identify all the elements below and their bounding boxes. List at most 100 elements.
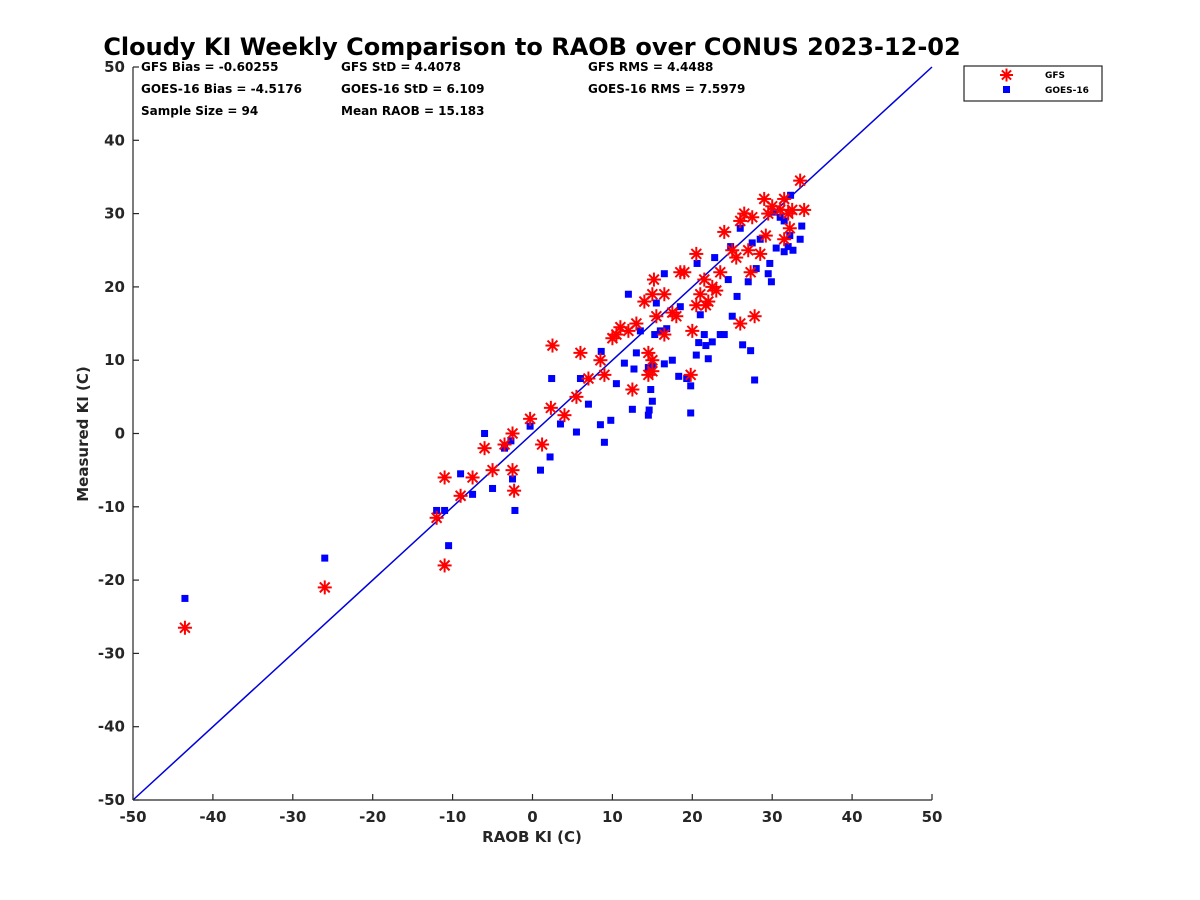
goes16-point bbox=[796, 235, 804, 243]
gfs-point bbox=[657, 287, 672, 302]
goes16-point bbox=[736, 224, 744, 232]
goes16-point bbox=[596, 421, 604, 429]
gfs-point bbox=[743, 265, 758, 280]
goes16-point bbox=[696, 311, 704, 319]
gfs-point bbox=[747, 309, 762, 324]
gfs-point bbox=[597, 367, 612, 382]
goes16-point bbox=[716, 331, 724, 339]
legend-goes-marker bbox=[1003, 86, 1010, 93]
gfs-point bbox=[793, 173, 808, 188]
goes16-point bbox=[469, 490, 477, 498]
gfs-point bbox=[677, 265, 692, 280]
gfs-point bbox=[717, 224, 732, 239]
x-tick-label: -40 bbox=[199, 808, 226, 826]
gfs-point bbox=[669, 309, 684, 324]
gfs-std-text: GFS StD = 4.4078 bbox=[341, 60, 461, 74]
gfs-point bbox=[505, 463, 520, 478]
legend-box bbox=[963, 65, 1103, 102]
goes16-point bbox=[776, 213, 784, 221]
goes16-point bbox=[511, 506, 519, 514]
gfs-point bbox=[733, 316, 748, 331]
goes16-point bbox=[687, 382, 695, 390]
goes16-point bbox=[624, 290, 632, 298]
goes16-point bbox=[708, 338, 716, 346]
goes16-point bbox=[489, 484, 497, 492]
goes16-point bbox=[784, 243, 792, 251]
gfs-point bbox=[545, 338, 560, 353]
goes-bias-text: GOES-16 Bias = -4.5176 bbox=[141, 82, 302, 96]
goes16-point bbox=[572, 428, 580, 436]
x-tick-label: -30 bbox=[279, 808, 306, 826]
gfs-point bbox=[569, 389, 584, 404]
gfs-rms-text: GFS RMS = 4.4488 bbox=[588, 60, 713, 74]
goes16-point bbox=[457, 470, 465, 478]
gfs-point bbox=[429, 510, 444, 525]
goes16-point bbox=[433, 506, 441, 514]
goes16-point bbox=[764, 270, 772, 278]
goes16-point bbox=[548, 375, 556, 383]
goes16-point bbox=[660, 360, 668, 368]
goes16-point bbox=[651, 331, 659, 339]
x-tick-label: 10 bbox=[602, 808, 623, 826]
x-tick-label: -20 bbox=[359, 808, 386, 826]
goes16-point bbox=[695, 339, 703, 347]
plot-area: -50 -40 -30 -20 -10 0 10 20 30 40 50 -50-40-30-20-… bbox=[98, 58, 943, 826]
gfs-point bbox=[757, 191, 772, 206]
x-tick-label: 30 bbox=[762, 808, 783, 826]
goes16-point bbox=[636, 327, 644, 335]
gfs-point bbox=[685, 323, 700, 338]
goes16-point bbox=[756, 235, 764, 243]
mean-raob-text: Mean RAOB = 15.183 bbox=[341, 104, 485, 118]
goes16-point bbox=[648, 397, 656, 405]
goes16-point bbox=[711, 254, 719, 262]
goes16-point bbox=[702, 342, 710, 350]
gfs-point bbox=[657, 327, 672, 342]
gfs-point bbox=[477, 441, 492, 456]
gfs-point bbox=[557, 408, 572, 423]
gfs-point bbox=[701, 294, 716, 309]
x-tick-label: 40 bbox=[842, 808, 863, 826]
goes16-point bbox=[507, 437, 515, 445]
gfs-point bbox=[485, 463, 500, 478]
goes16-point bbox=[693, 259, 701, 267]
goes16-point bbox=[720, 331, 728, 339]
gfs-point bbox=[453, 488, 468, 503]
goes16-point bbox=[780, 248, 788, 256]
legend-gfs-marker bbox=[1000, 68, 1013, 82]
goes16-point bbox=[727, 243, 735, 251]
goes16-point bbox=[752, 265, 760, 273]
goes16-point bbox=[526, 422, 534, 430]
goes16-point bbox=[787, 191, 795, 199]
goes16-point bbox=[767, 278, 775, 286]
goes-rms-text: GOES-16 RMS = 7.5979 bbox=[588, 82, 745, 96]
gfs-bias-text: GFS Bias = -0.60255 bbox=[141, 60, 278, 74]
goes16-point bbox=[660, 270, 668, 278]
gfs-point bbox=[689, 246, 704, 261]
x-tick-label: 50 bbox=[922, 808, 943, 826]
goes16-point bbox=[675, 372, 683, 380]
y-tick-label: -50 bbox=[98, 791, 125, 809]
goes16-point bbox=[620, 359, 628, 367]
goes16-point bbox=[668, 356, 676, 364]
gfs-point bbox=[777, 232, 792, 247]
gfs-point bbox=[593, 353, 608, 368]
gfs-point bbox=[629, 316, 644, 331]
gfs-point bbox=[713, 265, 728, 280]
goes-std-text: GOES-16 StD = 6.109 bbox=[341, 82, 484, 96]
stats-annotations: GFS Bias = -0.60255 GOES-16 Bias = -4.51… bbox=[141, 60, 745, 118]
gfs-point bbox=[785, 202, 800, 217]
goes16-point bbox=[600, 438, 608, 446]
y-tick-label: 30 bbox=[104, 205, 125, 223]
gfs-point bbox=[465, 470, 480, 485]
goes16-point bbox=[584, 400, 592, 408]
x-axis-label: RAOB KI (C) bbox=[482, 828, 582, 846]
goes16-point bbox=[700, 331, 708, 339]
chart-title: Cloudy KI Weekly Comparison to RAOB over… bbox=[103, 33, 960, 61]
y-axis-ticks: -50 -40 -30 -20 -10 0 10 20 30 40 50 bbox=[98, 58, 139, 809]
y-tick-label: 50 bbox=[104, 58, 125, 76]
y-tick-label: 40 bbox=[104, 131, 125, 149]
goes16-point bbox=[798, 222, 806, 230]
goes16-point bbox=[748, 239, 756, 247]
gfs-point bbox=[437, 558, 452, 573]
y-axis-label: Measured KI (C) bbox=[74, 366, 92, 502]
